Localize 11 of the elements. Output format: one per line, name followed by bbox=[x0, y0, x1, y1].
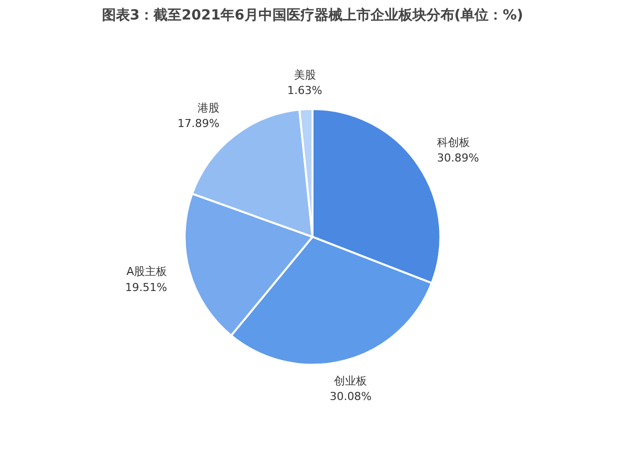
slice-label: 创业板 bbox=[334, 374, 368, 388]
chart-title: 图表3：截至2021年6月中国医疗器械上市企业板块分布(单位：%) bbox=[102, 6, 524, 24]
data-label: 1.63% bbox=[287, 84, 322, 98]
data-label: 17.89% bbox=[178, 116, 220, 130]
data-label: 30.08% bbox=[330, 390, 372, 404]
slice-label: A股主板 bbox=[126, 265, 168, 278]
data-label: 19.51% bbox=[125, 280, 168, 294]
slice-label: 美股 bbox=[294, 68, 316, 82]
data-label: 30.89% bbox=[437, 152, 479, 165]
slice-label: 港股 bbox=[197, 101, 220, 114]
slice-label: 科创板 bbox=[437, 136, 470, 149]
